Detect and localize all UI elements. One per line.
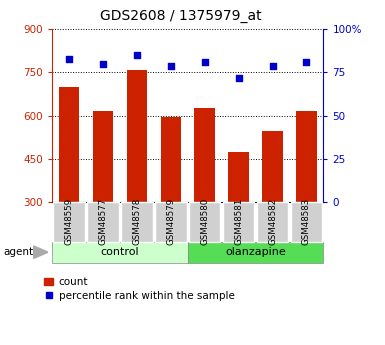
Text: GSM48582: GSM48582 — [268, 198, 277, 245]
Text: GSM48580: GSM48580 — [200, 198, 209, 245]
Point — [236, 75, 242, 80]
Point — [66, 56, 72, 61]
Legend: count, percentile rank within the sample: count, percentile rank within the sample — [40, 273, 239, 305]
Text: olanzapine: olanzapine — [225, 247, 286, 257]
Text: GSM48583: GSM48583 — [302, 198, 311, 245]
Bar — [127, 70, 147, 202]
Point — [100, 61, 106, 67]
Text: control: control — [100, 247, 139, 257]
Point — [202, 59, 208, 65]
Point — [270, 63, 276, 68]
Bar — [59, 87, 79, 202]
Polygon shape — [33, 246, 48, 258]
Point — [303, 59, 310, 65]
Bar — [194, 108, 215, 202]
Bar — [93, 111, 113, 202]
Bar — [262, 131, 283, 202]
Text: GSM48577: GSM48577 — [98, 198, 107, 245]
Text: GDS2608 / 1375979_at: GDS2608 / 1375979_at — [100, 9, 262, 23]
Text: GSM48581: GSM48581 — [234, 198, 243, 245]
Text: agent: agent — [4, 247, 34, 257]
Text: GSM48559: GSM48559 — [64, 198, 74, 245]
Point — [167, 63, 174, 68]
Bar — [228, 151, 249, 202]
Text: GSM48579: GSM48579 — [166, 198, 175, 245]
Point — [134, 52, 140, 58]
Text: GSM48578: GSM48578 — [132, 198, 141, 245]
Bar — [161, 117, 181, 202]
Bar — [296, 111, 316, 202]
